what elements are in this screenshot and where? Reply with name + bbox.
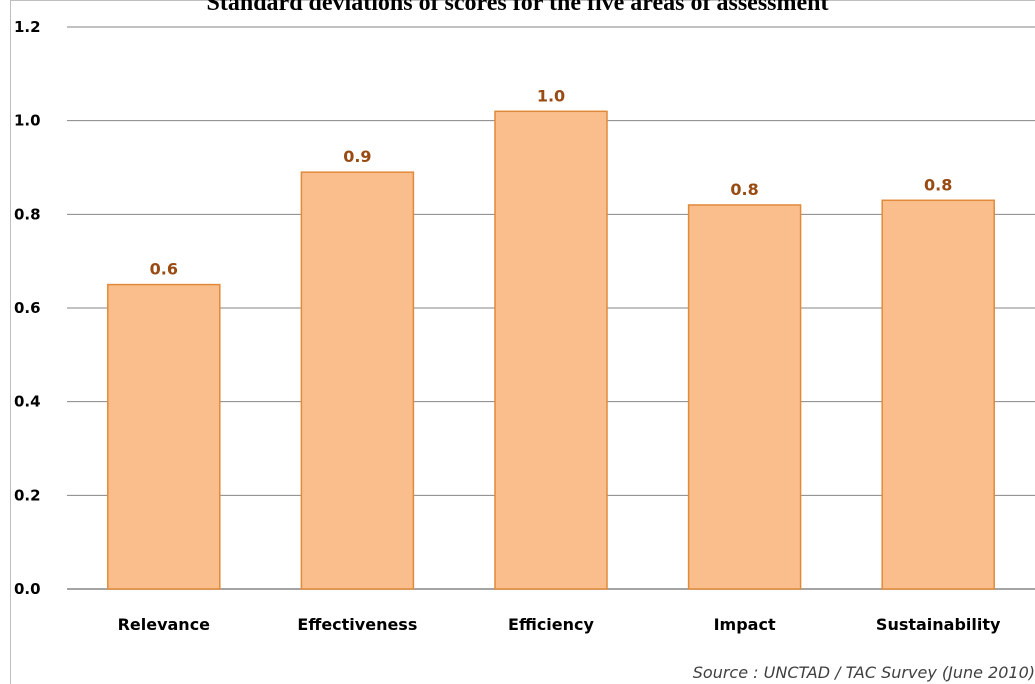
bar: [107, 283, 221, 590]
data-label: 1.0: [537, 86, 565, 105]
data-label: 0.9: [343, 147, 371, 166]
category-label: Impact: [714, 615, 776, 634]
data-label: 0.8: [730, 180, 758, 199]
y-tick-label: 0.6: [14, 299, 41, 317]
data-label: 0.8: [924, 175, 952, 194]
y-tick-label: 1.0: [14, 112, 41, 130]
category-label: Relevance: [118, 615, 211, 634]
y-tick-label: 1.2: [14, 18, 41, 36]
data-label: 0.6: [150, 260, 178, 279]
category-label: Sustainability: [876, 615, 1001, 634]
category-label: Effectiveness: [297, 615, 417, 634]
y-tick-label: 0.8: [14, 205, 41, 223]
y-tick-label: 0.2: [14, 486, 41, 504]
bar: [881, 199, 995, 590]
y-tick-label: 0.0: [14, 580, 41, 598]
chart-title: Standard deviations of scores for the fi…: [206, 0, 829, 16]
bar: [687, 204, 802, 590]
source-note: Source : UNCTAD / TAC Survey (June 2010): [692, 663, 1035, 682]
y-tick-label: 0.4: [14, 393, 41, 411]
category-label: Efficiency: [508, 615, 594, 634]
chart-frame: [10, 0, 1035, 684]
bar: [300, 171, 415, 590]
bar: [494, 110, 608, 590]
